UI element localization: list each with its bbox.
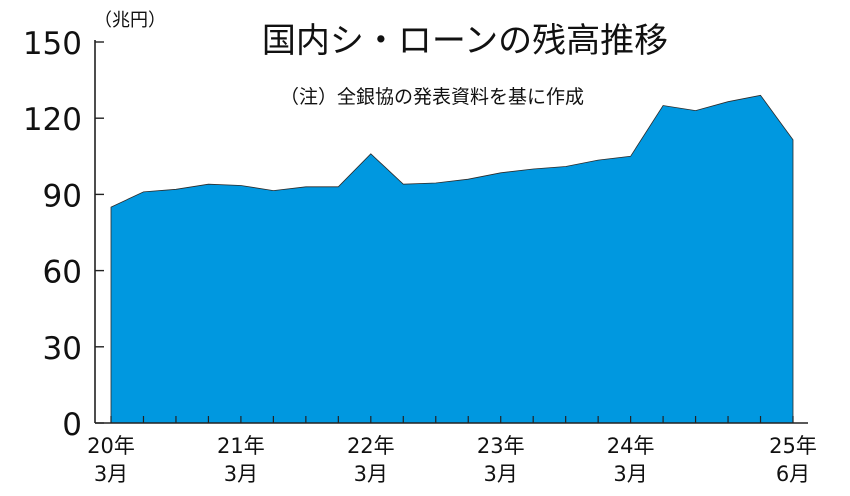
- x-tick-label-month: 3月: [94, 462, 128, 486]
- x-tick-label-year: 25年: [769, 434, 817, 458]
- y-tick-label: 120: [23, 102, 82, 138]
- y-tick-label: 60: [43, 255, 82, 291]
- x-tick-label-year: 24年: [607, 434, 655, 458]
- y-tick-label: 0: [62, 407, 82, 443]
- y-tick-label: 90: [43, 178, 82, 214]
- x-tick-label-year: 20年: [87, 434, 135, 458]
- y-tick-label: 150: [23, 26, 82, 62]
- chart-subtitle: （注）全銀協の発表資料を基に作成: [280, 86, 584, 108]
- y-tick-label: 30: [43, 331, 82, 367]
- x-tick-label-month: 6月: [776, 462, 810, 486]
- plot-area: 0 30 60 90 120 150 20年 3月 21年 3月 22年 3月 23年 3月 24年 3月 25…: [23, 26, 817, 486]
- x-tick-label-month: 3月: [613, 462, 647, 486]
- x-tick-label-month: 3月: [354, 462, 388, 486]
- x-tick-label-year: 22年: [347, 434, 395, 458]
- chart-title: 国内シ・ローンの残高推移: [262, 21, 668, 61]
- x-tick-label-year: 23年: [477, 434, 525, 458]
- x-tick-label-month: 3月: [484, 462, 518, 486]
- y-axis-unit-label: （兆円）: [94, 10, 166, 31]
- x-tick-label-year: 21年: [217, 434, 265, 458]
- x-tick-label-month: 3月: [224, 462, 258, 486]
- area-series: [110, 94, 794, 424]
